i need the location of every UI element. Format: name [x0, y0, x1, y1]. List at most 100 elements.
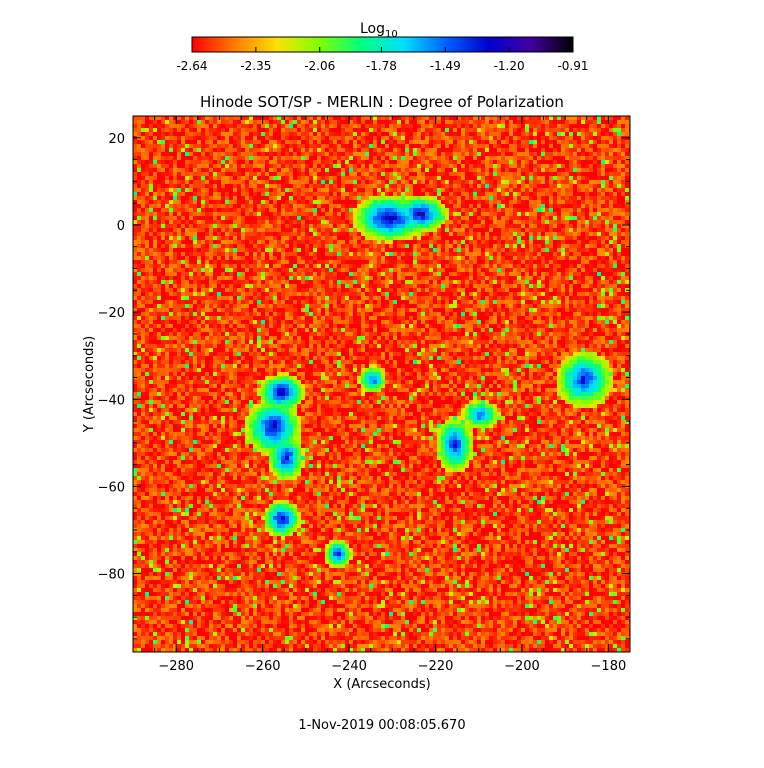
heatmap-cell	[469, 216, 473, 220]
heatmap-cell	[481, 244, 485, 248]
heatmap-cell	[573, 240, 577, 244]
heatmap-cell	[309, 172, 313, 176]
heatmap-cell	[209, 140, 213, 144]
heatmap-cell	[285, 116, 289, 120]
heatmap-cell	[613, 184, 617, 188]
heatmap-cell	[397, 184, 401, 188]
heatmap-cell	[557, 144, 561, 148]
heatmap-cell	[145, 224, 149, 228]
heatmap-cell	[133, 232, 137, 236]
heatmap-cell	[621, 236, 625, 240]
heatmap-cell	[565, 116, 569, 120]
heatmap-cell	[209, 200, 213, 204]
heatmap-cell	[301, 176, 305, 180]
heatmap-cell	[541, 132, 545, 136]
heatmap-cell	[601, 252, 605, 256]
heatmap-cell	[473, 116, 477, 120]
heatmap-cell	[545, 204, 549, 208]
heatmap-cell	[373, 232, 377, 236]
heatmap-cell	[577, 176, 581, 180]
heatmap-cell	[537, 252, 541, 256]
heatmap-cell	[605, 200, 609, 204]
heatmap-cell	[421, 156, 425, 160]
heatmap-cell	[257, 200, 261, 204]
heatmap-cell	[605, 140, 609, 144]
heatmap-cell	[561, 120, 565, 124]
heatmap-cell	[585, 164, 589, 168]
heatmap-cell	[145, 236, 149, 240]
heatmap-cell	[209, 192, 213, 196]
heatmap-cell	[173, 244, 177, 248]
heatmap-cell	[461, 212, 465, 216]
heatmap-cell	[605, 184, 609, 188]
heatmap-cell	[357, 228, 361, 232]
heatmap-cell	[269, 236, 273, 240]
heatmap-cell	[613, 148, 617, 152]
heatmap-cell	[361, 188, 365, 192]
heatmap-cell	[201, 232, 205, 236]
heatmap-cell	[321, 248, 325, 252]
heatmap-cell	[513, 128, 517, 132]
heatmap-cell	[409, 192, 413, 196]
heatmap-cell	[233, 220, 237, 224]
heatmap-cell	[477, 220, 481, 224]
heatmap-cell	[525, 136, 529, 140]
heatmap-cell	[285, 216, 289, 220]
heatmap-cell	[597, 260, 601, 264]
heatmap-cell	[333, 128, 337, 132]
heatmap-cell	[405, 172, 409, 176]
heatmap-cell	[429, 272, 433, 276]
heatmap-cell	[613, 132, 617, 136]
heatmap-cell	[381, 188, 385, 192]
heatmap-cell	[173, 116, 177, 120]
heatmap-cell	[249, 152, 253, 156]
heatmap-cell	[541, 272, 545, 276]
heatmap-cell	[425, 148, 429, 152]
heatmap-cell	[577, 232, 581, 236]
heatmap-cell	[353, 216, 357, 220]
heatmap-cell	[137, 240, 141, 244]
heatmap-cell	[305, 248, 309, 252]
heatmap-cell	[269, 252, 273, 256]
heatmap-cell	[521, 252, 525, 256]
heatmap-cell	[301, 184, 305, 188]
heatmap-cell	[573, 228, 577, 232]
heatmap-cell	[245, 156, 249, 160]
heatmap-cell	[333, 236, 337, 240]
heatmap-cell	[589, 120, 593, 124]
heatmap-cell	[605, 136, 609, 140]
heatmap-cell	[137, 120, 141, 124]
heatmap-cell	[553, 204, 557, 208]
heatmap-cell	[473, 244, 477, 248]
heatmap-cell	[265, 268, 269, 272]
heatmap-cell	[473, 248, 477, 252]
heatmap-cell	[165, 168, 169, 172]
heatmap-cell	[457, 216, 461, 220]
heatmap-cell	[577, 228, 581, 232]
heatmap-cell	[621, 248, 625, 252]
heatmap-cell	[469, 164, 473, 168]
heatmap-cell	[441, 264, 445, 268]
heatmap-cell	[457, 272, 461, 276]
heatmap-cell	[153, 160, 157, 164]
heatmap-cell	[209, 116, 213, 120]
heatmap-cell	[573, 148, 577, 152]
heatmap-cell	[217, 124, 221, 128]
heatmap-cell	[449, 180, 453, 184]
heatmap-cell	[289, 264, 293, 268]
heatmap-cell	[173, 204, 177, 208]
heatmap-cell	[565, 156, 569, 160]
heatmap-cell	[609, 148, 613, 152]
heatmap-cell	[233, 180, 237, 184]
heatmap-cell	[409, 128, 413, 132]
heatmap-cell	[553, 164, 557, 168]
heatmap-cell	[421, 168, 425, 172]
heatmap-cell	[241, 264, 245, 268]
heatmap-cell	[561, 252, 565, 256]
heatmap-cell	[533, 184, 537, 188]
heatmap-cell	[481, 260, 485, 264]
heatmap-cell	[413, 224, 417, 228]
heatmap-cell	[501, 204, 505, 208]
heatmap-cell	[605, 264, 609, 268]
heatmap-cell	[353, 264, 357, 268]
